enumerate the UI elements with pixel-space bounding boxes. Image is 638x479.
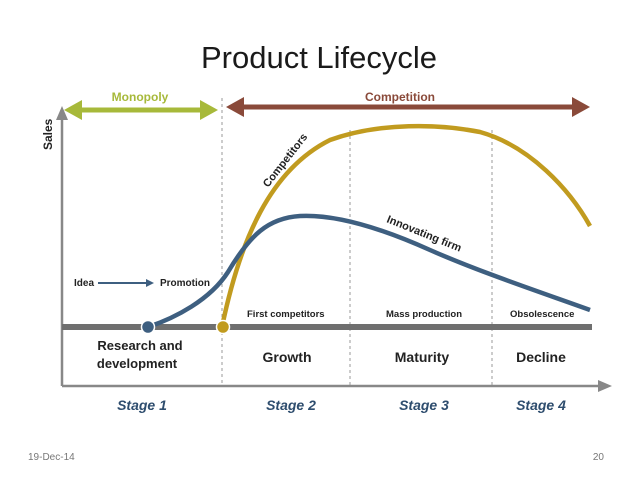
stage-1-label: Stage 1: [117, 397, 167, 413]
innovating-start-point: [140, 319, 156, 335]
footer-date: 19-Dec-14: [28, 452, 75, 463]
stage-2-label: Stage 2: [266, 397, 316, 413]
innovating-firm-curve: [147, 213, 591, 330]
stage-4-label: Stage 4: [516, 397, 566, 413]
monopoly-arrow: [64, 100, 218, 120]
monopoly-label: Monopoly: [112, 90, 169, 104]
first-competitors-label: First competitors: [247, 309, 325, 320]
promotion-label: Promotion: [160, 278, 210, 289]
competition-arrow: [226, 97, 590, 117]
baseline-band: [62, 324, 592, 330]
competition-label: Competition: [365, 90, 435, 104]
competitors-curve: [219, 123, 592, 328]
y-axis-arrowhead: [56, 106, 68, 120]
idea-label: Idea: [74, 278, 94, 289]
slide-title: Product Lifecycle: [200, 40, 438, 75]
phase-research-line1: Research and: [97, 338, 182, 353]
obsolescence-label: Obsolescence: [510, 309, 574, 320]
phase-growth: Growth: [263, 349, 312, 365]
phase-decline: Decline: [516, 349, 566, 365]
mass-production-label: Mass production: [386, 309, 462, 320]
phase-maturity: Maturity: [395, 349, 450, 365]
stage-3-label: Stage 3: [399, 397, 449, 413]
footer-page-number: 20: [592, 452, 604, 463]
x-axis-arrowhead: [598, 380, 612, 392]
competitors-start-point: [215, 319, 231, 335]
idea-promotion-arrowhead: [146, 279, 154, 287]
y-axis-label: Sales: [41, 118, 55, 150]
phase-research-line2: development: [97, 356, 178, 371]
